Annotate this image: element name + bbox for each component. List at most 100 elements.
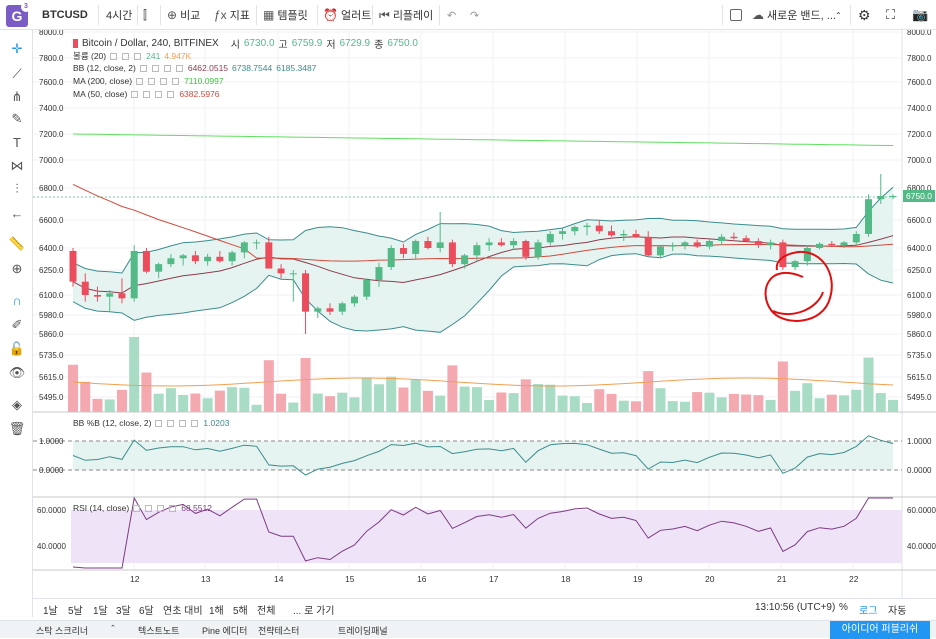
- tab-trading-panel[interactable]: 트레이딩패널: [338, 626, 388, 636]
- close-icon[interactable]: [175, 64, 183, 72]
- main-legend[interactable]: Bitcoin / Dollar, 240, BITFINEX 시 6730.0 …: [73, 36, 418, 51]
- publish-idea-button[interactable]: 아이디어 퍼블리쉬: [830, 621, 930, 639]
- ma200-legend[interactable]: MA (200, close) 7110.0997: [73, 76, 224, 86]
- candle-body: [216, 256, 224, 262]
- plus-icon[interactable]: [155, 90, 163, 98]
- magnet-icon[interactable]: ∩: [12, 293, 22, 308]
- zoom-in-icon[interactable]: ⊕: [11, 261, 23, 276]
- volume-bar: [422, 390, 433, 412]
- candle-style-icon[interactable]: ⫿: [143, 7, 147, 22]
- log-toggle[interactable]: 로그: [859, 606, 878, 617]
- chart-area[interactable]: 8000.0 8000.0 7800.0 7800.0 7600.0 7600.0 7400…: [33, 28, 936, 598]
- volume-bar: [520, 379, 531, 412]
- visibility-icon[interactable]: [110, 52, 118, 60]
- plus-icon[interactable]: [163, 64, 171, 72]
- close-icon[interactable]: [169, 504, 177, 512]
- tab-text-notes[interactable]: 텍스트노트: [138, 626, 180, 636]
- volume-legend[interactable]: 볼륨 (20) 241 4.947K: [73, 50, 191, 62]
- layers-icon[interactable]: ◈: [12, 397, 22, 412]
- range-6m[interactable]: 6달: [139, 606, 154, 617]
- stay-drawing-icon[interactable]: ✐: [11, 317, 23, 332]
- bbpct-legend[interactable]: BB %B (12, close, 2) 1.0203: [73, 418, 229, 428]
- close-icon[interactable]: [191, 419, 199, 427]
- interval-button[interactable]: 4시간: [106, 10, 133, 22]
- redo-icon[interactable]: ↷: [470, 9, 480, 22]
- price-chart[interactable]: 8000.0 8000.0 7800.0 7800.0 7600.0 7600.0 7400…: [33, 28, 936, 598]
- replay-button[interactable]: ⏮ 리플레이: [379, 7, 433, 23]
- tab-strategy-tester[interactable]: 전략테스터: [258, 626, 300, 636]
- circle-annotation[interactable]: [764, 250, 833, 322]
- alert-button[interactable]: ⏰ 얼러트: [323, 7, 371, 23]
- pattern-icon[interactable]: ⋈: [10, 158, 24, 173]
- candle-body: [191, 255, 199, 262]
- volume-bar: [459, 386, 470, 412]
- settings-icon[interactable]: [148, 77, 156, 85]
- crosshair-icon[interactable]: ✛: [11, 41, 23, 56]
- visibility-icon[interactable]: [133, 504, 141, 512]
- fullscreen-icon[interactable]: ⛶: [886, 7, 896, 22]
- toolbar-divider: [722, 5, 723, 25]
- close-icon[interactable]: [134, 52, 142, 60]
- goto-date-button[interactable]: ... 로 가기: [293, 606, 335, 617]
- range-3m[interactable]: 3달: [116, 606, 131, 617]
- pitchfork-icon[interactable]: ⋔: [11, 89, 23, 104]
- settings-icon[interactable]: [167, 419, 175, 427]
- bb-legend[interactable]: BB (12, close, 2) 6462.0515 6738.7544 61…: [73, 63, 316, 73]
- visibility-icon[interactable]: [131, 90, 139, 98]
- ruler-icon[interactable]: 📏: [8, 236, 26, 251]
- range-5d[interactable]: 5날: [68, 606, 83, 617]
- templates-button[interactable]: ▦ 템플릿: [263, 7, 308, 23]
- brush-icon[interactable]: ✎: [11, 111, 23, 126]
- arrow-left-icon[interactable]: ←: [10, 206, 24, 221]
- range-1d[interactable]: 1날: [43, 606, 58, 617]
- clock-label[interactable]: 13:10:56 (UTC+9): [755, 602, 836, 613]
- plus-icon[interactable]: [160, 77, 168, 85]
- gear-icon[interactable]: ⚙: [858, 6, 871, 23]
- candle-body: [840, 242, 848, 246]
- range-1y[interactable]: 1해: [209, 606, 224, 617]
- replay-icon: ⏮: [379, 7, 390, 22]
- dropdown-icon[interactable]: ⌃: [835, 10, 842, 20]
- plus-icon[interactable]: [157, 504, 165, 512]
- range-all[interactable]: 전체: [257, 606, 276, 617]
- symbol-search[interactable]: BTCUSD: [42, 9, 88, 21]
- plus-icon[interactable]: [179, 419, 187, 427]
- range-5y[interactable]: 5해: [233, 606, 248, 617]
- trend-line-icon[interactable]: ⟋: [12, 66, 22, 81]
- text-icon[interactable]: T: [13, 135, 21, 150]
- range-1m[interactable]: 1달: [93, 606, 108, 617]
- visibility-icon[interactable]: [155, 419, 163, 427]
- ma50-legend[interactable]: MA (50, close) 6382.5976: [73, 89, 220, 99]
- tab-pine-editor[interactable]: Pine 에디터: [202, 626, 248, 636]
- settings-icon[interactable]: [143, 90, 151, 98]
- volume-bar: [190, 393, 201, 412]
- settings-icon[interactable]: [151, 64, 159, 72]
- prediction-icon[interactable]: ⫶: [15, 181, 19, 196]
- volume-bar: [80, 381, 91, 412]
- undo-icon[interactable]: ↶: [447, 9, 457, 22]
- settings-icon[interactable]: [122, 52, 130, 60]
- auto-toggle[interactable]: 자동: [888, 606, 907, 617]
- layout-checkbox-icon[interactable]: [730, 7, 742, 23]
- camera-icon[interactable]: 📷: [912, 7, 929, 22]
- trash-icon[interactable]: 🗑: [8, 421, 26, 436]
- volume-bar: [606, 393, 617, 412]
- bbpct-axis-label-left: 1.0000: [39, 437, 64, 446]
- range-ytd[interactable]: 연초 대비: [163, 606, 203, 617]
- layout-select[interactable]: ☁ 새로운 밴드, ...: [752, 7, 836, 23]
- close-icon[interactable]: [167, 90, 175, 98]
- close-icon[interactable]: [172, 77, 180, 85]
- ma200-legend-name: MA (200, close): [73, 76, 133, 86]
- visibility-icon[interactable]: [139, 64, 147, 72]
- tab-stock-screener[interactable]: 스탁 스크리너: [36, 626, 89, 636]
- chevron-up-icon[interactable]: ⌃: [110, 625, 116, 632]
- indicators-button[interactable]: ƒx 지표: [214, 7, 250, 23]
- eye-icon[interactable]: 👁: [8, 365, 26, 380]
- compare-button[interactable]: ⊕ 비교: [167, 7, 200, 23]
- percent-toggle[interactable]: %: [839, 602, 848, 613]
- rsi-legend[interactable]: RSI (14, close) 68.5512: [73, 503, 212, 513]
- visibility-icon[interactable]: [136, 77, 144, 85]
- settings-icon[interactable]: [145, 504, 153, 512]
- lock-icon[interactable]: 🔓: [8, 341, 26, 356]
